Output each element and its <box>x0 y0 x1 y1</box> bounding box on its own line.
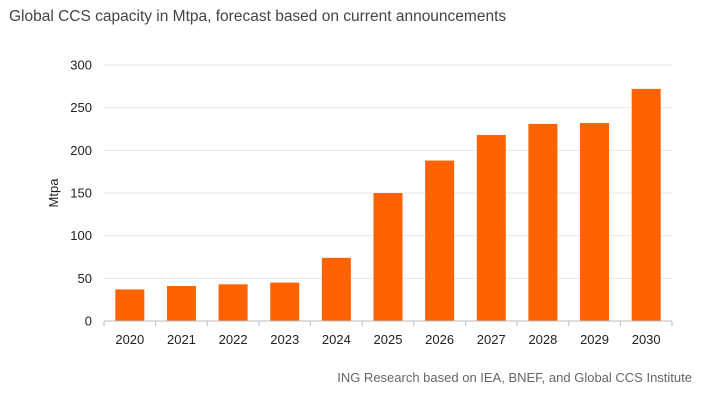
x-tick-labels: 2020 2021 2022 2023 2024 2025 2026 2027 2028 2029… <box>103 321 673 347</box>
bars <box>115 88 661 321</box>
x-tick-label: 2028 <box>528 332 557 347</box>
x-tick-label: 2027 <box>477 332 506 347</box>
y-tick-label: 250 <box>70 100 92 115</box>
y-tick-label: 300 <box>70 58 92 73</box>
y-tick-label: 150 <box>70 186 92 201</box>
bar-2026 <box>425 160 455 321</box>
x-tick-label: 2022 <box>219 332 248 347</box>
x-tick-label: 2026 <box>425 332 454 347</box>
x-tick-label: 2024 <box>322 332 351 347</box>
bar-2021 <box>166 286 196 321</box>
bar-2023 <box>270 282 300 321</box>
y-tick-labels: 0 50 100 150 200 250 300 <box>70 58 92 329</box>
y-tick-label: 50 <box>78 271 92 286</box>
bar-2030 <box>631 88 661 321</box>
y-tick-label: 200 <box>70 143 92 158</box>
y-tick-label: 0 <box>85 314 92 329</box>
bar-2020 <box>115 289 145 321</box>
x-tick-label: 2030 <box>632 332 661 347</box>
y-tick-label: 100 <box>70 228 92 243</box>
bar-2022 <box>218 284 248 321</box>
bar-2029 <box>580 123 610 321</box>
x-tick-label: 2025 <box>374 332 403 347</box>
x-tick-label: 2021 <box>167 332 196 347</box>
x-tick-label: 2023 <box>270 332 299 347</box>
source-note: ING Research based on IEA, BNEF, and Glo… <box>337 370 692 385</box>
bar-2024 <box>321 257 351 321</box>
bar-2027 <box>476 134 506 321</box>
bar-2025 <box>373 193 403 321</box>
bar-2028 <box>528 123 558 321</box>
chart-title: Global CCS capacity in Mtpa, forecast ba… <box>9 8 507 25</box>
y-axis-label: Mtpa <box>46 178 61 208</box>
x-tick-label: 2029 <box>580 332 609 347</box>
x-tick-label: 2020 <box>115 332 144 347</box>
